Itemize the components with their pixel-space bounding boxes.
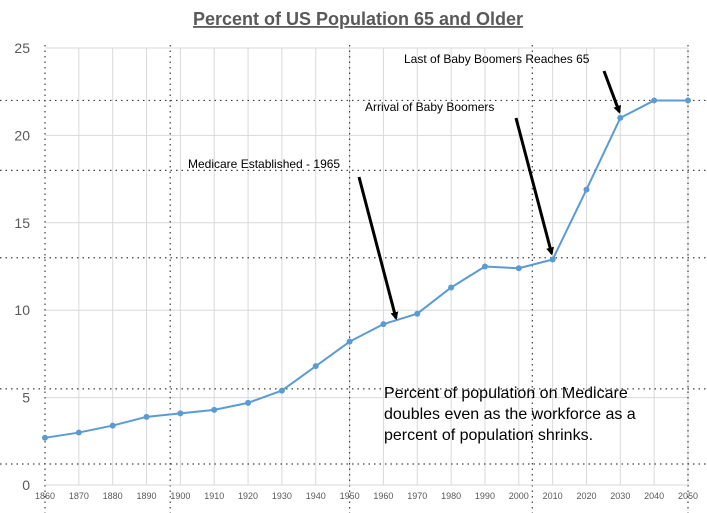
annotation-arrow-3 xyxy=(602,70,621,114)
annotation-label-3: Last of Baby Boomers Reaches 65 xyxy=(404,52,590,66)
annotation-arrow-1 xyxy=(357,176,399,321)
data-point-1860 xyxy=(42,434,48,441)
data-point-2020 xyxy=(583,186,590,193)
data-point-2000 xyxy=(515,265,522,272)
y-tick-label-5: 5 xyxy=(22,390,30,406)
data-point-1890 xyxy=(143,413,150,420)
data-point-1960 xyxy=(380,321,387,328)
data-point-1910 xyxy=(211,406,218,413)
y-tick-label-0: 0 xyxy=(22,477,30,493)
x-tick-label-1980: 1980 xyxy=(441,491,461,501)
x-tick-label-2030: 2030 xyxy=(610,491,630,501)
series-group xyxy=(42,97,691,441)
note-line-1: Percent of population on Medicare xyxy=(384,385,628,402)
data-point-2010 xyxy=(549,256,556,263)
y-tick-label-25: 25 xyxy=(14,40,30,56)
x-tick-label-1890: 1890 xyxy=(137,491,157,501)
x-tick-label-2050: 2050 xyxy=(678,491,698,501)
x-tick-label-1930: 1930 xyxy=(272,491,292,501)
y-tick-label-20: 20 xyxy=(14,127,30,143)
data-point-2030 xyxy=(617,114,624,121)
annotation-label-1: Medicare Established - 1965 xyxy=(188,157,340,171)
x-tick-label-1880: 1880 xyxy=(103,491,123,501)
x-tick-label-1920: 1920 xyxy=(238,491,258,501)
annotations: Medicare Established - 1965 Arrival of Ba… xyxy=(188,52,621,321)
data-point-2050 xyxy=(685,97,691,104)
chart-title: Percent of US Population 65 and Older xyxy=(193,9,523,29)
annotation-arrow-2 xyxy=(514,117,554,256)
data-point-1880 xyxy=(109,422,116,429)
data-point-1940 xyxy=(312,363,319,370)
series-line-0 xyxy=(44,99,688,439)
y-tick-label-15: 15 xyxy=(14,215,30,231)
x-tick-label-1990: 1990 xyxy=(475,491,495,501)
annotation-label-2: Arrival of Baby Boomers xyxy=(365,100,494,114)
x-tick-label-1900: 1900 xyxy=(170,491,190,501)
x-tick-label-2040: 2040 xyxy=(644,491,664,501)
data-point-1980 xyxy=(448,284,455,291)
data-point-2040 xyxy=(651,97,658,104)
data-point-1970 xyxy=(414,310,421,317)
x-tick-label-1870: 1870 xyxy=(69,491,89,501)
note-text: Percent of population on Medicare double… xyxy=(384,383,684,446)
x-tick-label-1910: 1910 xyxy=(204,491,224,501)
data-point-1920 xyxy=(245,399,252,406)
data-point-1950 xyxy=(346,338,353,345)
data-point-1870 xyxy=(75,429,82,436)
x-tick-label-2020: 2020 xyxy=(576,491,596,501)
x-tick-label-1950: 1950 xyxy=(340,491,360,501)
x-tick-label-1970: 1970 xyxy=(407,491,427,501)
note-line-2: doubles even as the workforce as a xyxy=(384,406,636,423)
x-tick-label-2000: 2000 xyxy=(509,491,529,501)
y-axis-ticks: 0 5 10 15 20 25 xyxy=(14,40,30,493)
x-tick-label-1860: 1860 xyxy=(35,491,55,501)
x-axis-ticks: 1860 1870 1880 1890 1900 1910 1920 1930 1940 1950… xyxy=(35,491,698,501)
x-tick-label-1960: 1960 xyxy=(373,491,393,501)
data-point-1930 xyxy=(278,387,285,394)
x-tick-label-2010: 2010 xyxy=(543,491,563,501)
y-tick-label-10: 10 xyxy=(14,302,30,318)
note-line-3: percent of population shrinks. xyxy=(384,427,594,444)
data-point-1900 xyxy=(177,410,184,417)
x-tick-label-1940: 1940 xyxy=(306,491,326,501)
data-point-1990 xyxy=(481,263,488,270)
